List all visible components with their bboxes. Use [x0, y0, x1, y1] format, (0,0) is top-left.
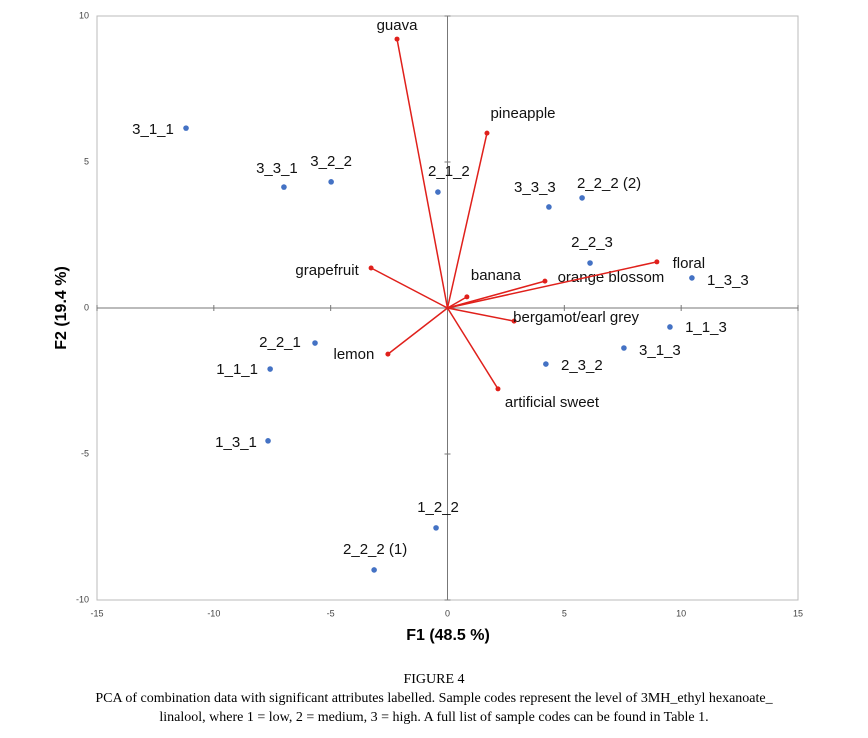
point	[587, 260, 593, 266]
vector-label: orange blossom	[558, 269, 665, 286]
point	[667, 324, 673, 330]
point-label: 2_3_2	[561, 357, 603, 374]
y-tick-label: 5	[84, 156, 89, 166]
x-axis-title: F1 (48.5 %)	[406, 627, 490, 644]
point-label: 2_2_1	[259, 334, 301, 351]
x-tick-label: -10	[207, 608, 220, 618]
x-tick-label: 0	[445, 608, 450, 618]
vector	[447, 296, 468, 309]
figure-label: FIGURE 4	[403, 672, 464, 687]
point	[328, 179, 334, 185]
caption: PCA of combination data with significant…	[95, 691, 773, 706]
x-tick-label: -15	[90, 608, 103, 618]
y-tick-label: 10	[79, 10, 89, 20]
point	[543, 361, 549, 367]
y-tick-label: -5	[81, 448, 89, 458]
vector	[447, 307, 515, 322]
vector-tip	[484, 130, 490, 136]
vector-label: floral	[673, 255, 706, 272]
point	[312, 340, 318, 346]
vector-tip	[368, 265, 374, 271]
point-label: 1_1_3	[685, 319, 727, 336]
point-label: 2_1_2	[428, 163, 470, 180]
point	[371, 567, 377, 573]
vector	[447, 280, 546, 309]
vector-label: pineapple	[490, 105, 555, 122]
point-label: 2_2_2 (2)	[577, 175, 641, 192]
point	[433, 525, 439, 531]
vector	[447, 261, 658, 309]
point-label: 3_3_1	[256, 160, 298, 177]
vector-tip	[394, 36, 400, 42]
vector-label: bergamot/earl grey	[513, 309, 639, 326]
x-tick-label: 10	[676, 608, 686, 618]
point-label: 1_3_1	[215, 434, 257, 451]
vector	[370, 267, 448, 309]
vector	[446, 307, 499, 390]
vector	[446, 132, 488, 309]
vector	[396, 38, 449, 309]
point	[689, 275, 695, 281]
vector-label: banana	[471, 267, 522, 284]
x-tick-label: -5	[327, 608, 335, 618]
point	[621, 345, 627, 351]
vector-label: lemon	[333, 346, 374, 363]
vector-label: artificial sweet	[505, 394, 600, 411]
point	[265, 438, 271, 444]
vector-label: guava	[377, 17, 419, 34]
point-label: 2_2_3	[571, 234, 613, 251]
vector-tip	[495, 386, 501, 392]
point-label: 3_1_3	[639, 342, 681, 359]
point-label: 2_2_2 (1)	[343, 541, 407, 558]
point	[435, 189, 441, 195]
vector-tip	[542, 278, 548, 284]
y-tick-label: 0	[84, 302, 89, 312]
vector-tip	[511, 318, 517, 324]
point	[546, 204, 552, 210]
y-tick-label: -10	[76, 594, 89, 604]
point-label: 1_2_2	[417, 499, 459, 516]
point-label: 3_2_2	[310, 153, 352, 170]
point	[579, 195, 585, 201]
vector-tip	[464, 294, 470, 300]
y-axis-title: F2 (19.4 %)	[53, 266, 70, 350]
point-label: 3_1_1	[132, 121, 174, 138]
vector-tip	[654, 259, 660, 265]
point-label: 1_1_1	[216, 361, 258, 378]
x-tick-label: 15	[793, 608, 803, 618]
point	[267, 366, 273, 372]
vector-label: grapefruit	[295, 262, 359, 279]
point-label: 1_3_3	[707, 272, 749, 289]
point	[281, 184, 287, 190]
point	[183, 125, 189, 131]
x-tick-label: 5	[562, 608, 567, 618]
vector	[387, 307, 448, 355]
caption: linalool, where 1 = low, 2 = medium, 3 =…	[159, 710, 708, 725]
point-label: 3_3_3	[514, 179, 556, 196]
vector-tip	[385, 351, 391, 357]
